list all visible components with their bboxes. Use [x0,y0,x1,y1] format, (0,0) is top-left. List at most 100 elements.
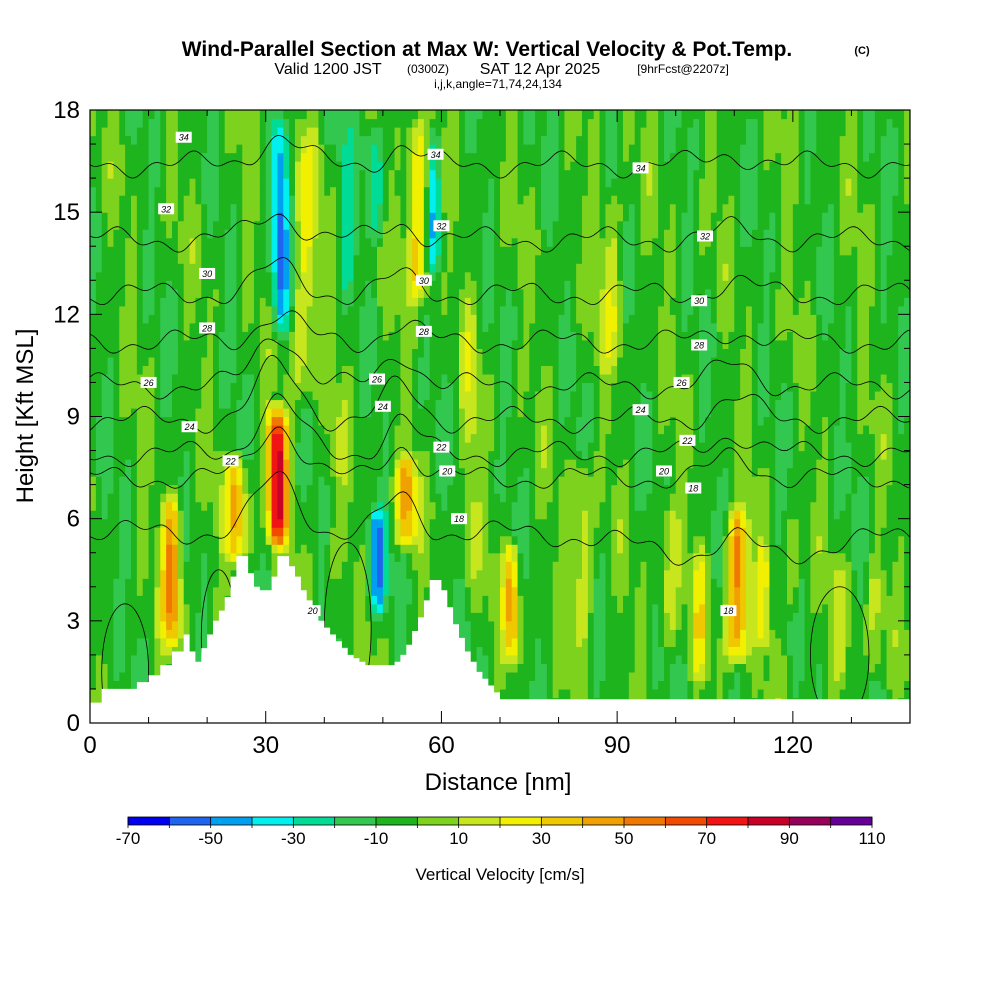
velocity-cell [95,203,103,213]
velocity-cell [201,305,208,315]
velocity-cell [336,535,343,545]
velocity-cell [418,450,425,460]
velocity-cell [207,297,214,307]
velocity-cell [277,433,284,443]
velocity-cell [107,680,115,690]
velocity-cell [242,518,249,528]
velocity-cell [160,365,167,375]
velocity-cell [224,467,232,477]
velocity-cell [295,237,302,247]
velocity-cell [148,603,156,613]
velocity-cell [236,339,243,349]
velocity-cell [277,195,284,205]
velocity-cell [494,654,501,664]
velocity-cell [189,212,197,222]
velocity-cell [418,178,425,188]
velocity-cell [336,288,343,298]
velocity-cell [359,280,366,290]
velocity-cell [453,569,460,579]
velocity-cell [336,612,343,622]
velocity-cell [371,220,378,230]
velocity-cell [324,501,331,511]
velocity-cell [324,203,331,213]
velocity-cell [259,254,267,264]
velocity-cell [476,629,484,639]
velocity-cell [400,246,407,256]
velocity-cell [423,254,431,264]
velocity-cell [353,586,361,596]
velocity-cell [388,178,396,188]
velocity-cell [107,595,115,605]
velocity-cell [254,220,261,230]
velocity-cell [300,450,308,460]
velocity-cell [312,322,320,332]
velocity-cell [365,476,372,486]
velocity-cell [435,476,443,486]
velocity-cell [482,535,489,545]
velocity-cell [207,288,214,298]
velocity-cell [265,365,273,375]
velocity-cell [177,314,185,324]
velocity-cell [318,518,325,528]
velocity-cell [388,654,396,664]
velocity-cell [90,671,97,682]
velocity-cell [488,442,495,452]
velocity-cell [224,399,232,409]
velocity-cell [95,118,103,128]
velocity-cell [271,484,279,494]
velocity-cell [195,493,202,503]
velocity-cell [148,578,156,588]
velocity-cell [224,127,232,137]
velocity-cell [230,169,238,179]
velocity-cell [207,348,214,358]
velocity-cell [248,314,255,324]
velocity-cell [166,373,173,384]
velocity-cell [289,476,296,486]
velocity-cell [183,118,191,128]
velocity-cell [107,442,115,452]
velocity-cell [177,169,185,179]
velocity-cell [213,476,220,486]
velocity-cell [125,144,132,154]
velocity-cell [131,144,138,154]
velocity-cell [464,442,472,452]
velocity-cell [230,484,238,494]
velocity-cell [131,254,138,264]
velocity-cell [195,254,202,264]
velocity-cell [230,510,238,520]
velocity-cell [341,527,349,537]
velocity-cell [388,407,396,418]
velocity-cell [107,322,115,332]
velocity-cell [488,178,495,188]
velocity-cell [271,212,279,222]
velocity-cell [201,586,208,596]
velocity-cell [441,527,448,537]
velocity-cell [423,595,431,605]
velocity-cell [435,246,443,256]
velocity-cell [464,459,472,469]
velocity-cell [95,688,103,699]
velocity-cell [400,280,407,290]
velocity-cell [148,442,156,452]
velocity-cell [295,322,302,332]
velocity-cell [377,535,384,545]
velocity-cell [394,331,402,341]
velocity-cell [289,348,296,358]
velocity-cell [459,271,466,281]
velocity-cell [125,314,132,324]
velocity-cell [277,220,284,230]
velocity-cell [254,493,261,503]
velocity-cell [195,629,202,639]
velocity-cell [201,254,208,264]
velocity-cell [189,646,197,656]
velocity-cell [172,612,179,622]
velocity-cell [242,476,249,486]
velocity-cell [271,433,279,443]
velocity-cell [189,220,197,230]
velocity-cell [377,288,384,298]
velocity-cell [166,254,173,264]
velocity-cell [318,161,325,171]
velocity-cell [131,365,138,375]
velocity-cell [183,493,191,503]
velocity-cell [142,297,150,307]
